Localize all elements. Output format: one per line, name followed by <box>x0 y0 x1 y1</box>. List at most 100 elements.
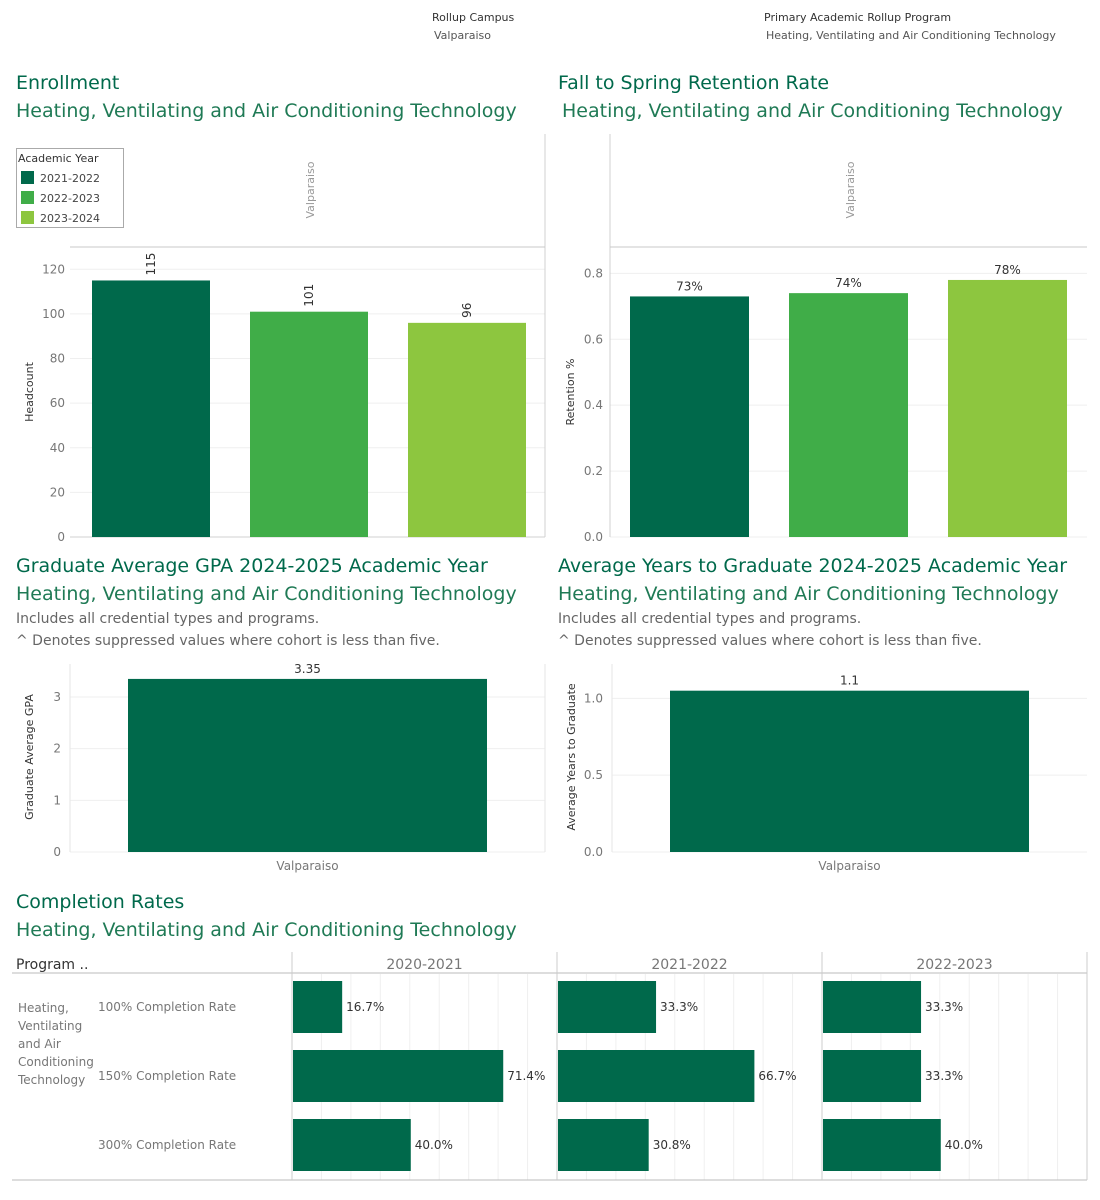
retention-title: Fall to Spring Retention Rate <box>558 72 830 94</box>
y-tick-label: 80 <box>50 352 65 366</box>
gpa-chart: Graduate Average GPA 0 1 2 3 3.35 Valparais… <box>23 662 546 873</box>
data-label: 74% <box>835 276 862 290</box>
bar-2022-2023[interactable] <box>789 293 908 537</box>
y-tick-label: 20 <box>50 485 65 499</box>
years-y-axis-label: Average Years to Graduate <box>565 683 578 831</box>
y-tick-label: 40 <box>50 441 65 455</box>
column-header-2021-2022: 2021-2022 <box>651 957 727 973</box>
data-label: 33.3% <box>925 1000 963 1014</box>
program-filter-label: Primary Academic Rollup Program <box>764 11 952 24</box>
y-tick-label: 0.0 <box>584 530 603 542</box>
legend-item-2023-2024[interactable]: 2023-2024 <box>21 211 100 225</box>
data-label: 33.3% <box>925 1069 963 1083</box>
y-tick-label: 0 <box>53 845 61 859</box>
bar-2021-2022[interactable] <box>92 280 210 537</box>
x-tick-label: Valparaiso <box>818 859 880 873</box>
data-label: 16.7% <box>346 1000 384 1014</box>
y-tick-label: 0.6 <box>584 332 603 346</box>
y-tick-label: 0.8 <box>584 266 603 280</box>
y-tick-label: 60 <box>50 396 65 410</box>
program-filter-value[interactable]: Heating, Ventilating and Air Conditionin… <box>766 29 1056 42</box>
enrollment-subtitle: Heating, Ventilating and Air Conditionin… <box>16 100 517 122</box>
retention-chart: Valparaiso Retention % 0.0 0.2 0.4 0.6 0.8 7… <box>564 134 1087 542</box>
completion-chart: Program .. 2020-2021 2021-2022 2022-2023 H… <box>12 952 1088 1181</box>
data-label: 115 <box>144 253 158 276</box>
data-label: 78% <box>994 263 1021 277</box>
row-label: 100% Completion Rate <box>98 1000 236 1014</box>
program-label: Heating, Ventilating and Air Conditioning Te… <box>17 1001 94 1087</box>
bar-2021-2022[interactable] <box>630 296 749 537</box>
completion-bar[interactable] <box>558 981 657 1033</box>
campus-filter-value[interactable]: Valparaiso <box>434 29 491 42</box>
enrollment-legend: Academic Year 2021-2022 2022-2023 2023-2… <box>16 148 124 228</box>
data-label: 40.0% <box>945 1138 983 1152</box>
legend-item-2021-2022[interactable]: 2021-2022 <box>21 171 100 185</box>
enrollment-column-header: Valparaiso <box>304 161 317 218</box>
legend-item-2022-2023[interactable]: 2022-2023 <box>21 191 100 205</box>
years-note-suppressed: ^ Denotes suppressed values where cohort… <box>558 633 982 649</box>
completion-bar[interactable] <box>293 1050 504 1102</box>
row-label: 150% Completion Rate <box>98 1069 236 1083</box>
legend-title: Academic Year <box>18 152 99 165</box>
data-label: 73% <box>676 279 703 293</box>
gpa-subtitle: Heating, Ventilating and Air Conditionin… <box>16 583 517 605</box>
years-note-credentials: Includes all credential types and progra… <box>558 611 862 627</box>
y-tick-label: 120 <box>42 262 65 276</box>
y-tick-label: 1 <box>53 793 61 807</box>
retention-column-header: Valparaiso <box>844 161 857 218</box>
column-header-2020-2021: 2020-2021 <box>386 957 462 973</box>
bar-2023-2024[interactable] <box>408 322 526 537</box>
bar-Valparaiso[interactable] <box>128 678 487 852</box>
completion-bar[interactable] <box>558 1050 755 1102</box>
completion-bar[interactable] <box>823 981 922 1033</box>
legend-label: 2022-2023 <box>40 192 100 205</box>
bar-2023-2024[interactable] <box>948 279 1067 537</box>
years-subtitle: Heating, Ventilating and Air Conditionin… <box>558 583 1059 605</box>
data-label: 33.3% <box>660 1000 698 1014</box>
data-label: 40.0% <box>415 1138 453 1152</box>
gpa-title: Graduate Average GPA 2024-2025 Academic … <box>16 555 488 577</box>
completion-bar[interactable] <box>558 1119 649 1171</box>
enrollment-title: Enrollment <box>16 72 120 94</box>
y-tick-label: 2 <box>53 742 61 756</box>
column-header-2022-2023: 2022-2023 <box>916 957 992 973</box>
data-label: 66.7% <box>758 1069 796 1083</box>
enrollment-y-axis-label: Headcount <box>23 361 36 421</box>
enrollment-chart: Valparaiso Headcount 0 20 40 60 80 100 120 115… <box>23 134 546 542</box>
retention-y-axis-label: Retention % <box>564 359 577 426</box>
data-label: 71.4% <box>507 1069 545 1083</box>
years-chart: Average Years to Graduate 0.00.51.0 1.1 … <box>565 664 1087 873</box>
completion-title: Completion Rates <box>16 891 185 913</box>
bar-2022-2023[interactable] <box>250 311 368 537</box>
campus-filter-label: Rollup Campus <box>432 11 515 24</box>
x-tick-label: Valparaiso <box>276 859 338 873</box>
gpa-note-suppressed: ^ Denotes suppressed values where cohort… <box>16 633 440 649</box>
data-label: 1.1 <box>840 674 859 688</box>
gpa-note-credentials: Includes all credential types and progra… <box>16 611 320 627</box>
data-label: 30.8% <box>653 1138 691 1152</box>
y-tick-label: 0.2 <box>584 464 603 478</box>
data-label: 101 <box>302 284 316 307</box>
y-tick-label: 1.0 <box>584 691 603 705</box>
legend-label: 2023-2024 <box>40 212 100 225</box>
legend-label: 2021-2022 <box>40 172 100 185</box>
bar-Valparaiso[interactable] <box>670 690 1029 852</box>
y-tick-label: 100 <box>42 307 65 321</box>
completion-row-header[interactable]: Program .. <box>16 957 88 973</box>
years-title: Average Years to Graduate 2024-2025 Acad… <box>558 555 1068 577</box>
completion-bar[interactable] <box>293 981 343 1033</box>
gpa-y-axis-label: Graduate Average GPA <box>23 694 36 820</box>
y-tick-label: 0.4 <box>584 398 603 412</box>
y-tick-label: 3 <box>53 690 61 704</box>
retention-subtitle: Heating, Ventilating and Air Conditionin… <box>562 100 1063 122</box>
completion-bar[interactable] <box>823 1050 922 1102</box>
y-tick-label: 0.0 <box>584 845 603 859</box>
y-tick-label: 0.5 <box>584 768 603 782</box>
data-label: 96 <box>460 303 474 318</box>
data-label: 3.35 <box>294 662 321 676</box>
row-label: 300% Completion Rate <box>98 1138 236 1152</box>
y-tick-label: 0 <box>57 530 65 542</box>
completion-subtitle: Heating, Ventilating and Air Conditionin… <box>16 919 517 941</box>
completion-bar[interactable] <box>823 1119 941 1171</box>
completion-bar[interactable] <box>293 1119 411 1171</box>
